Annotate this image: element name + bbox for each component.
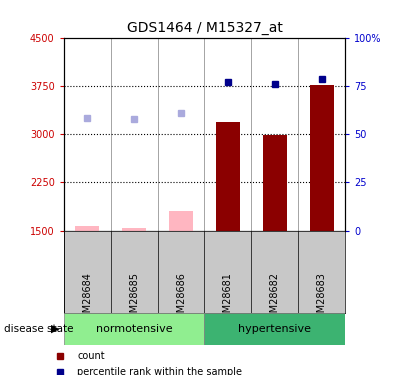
Text: percentile rank within the sample: percentile rank within the sample — [77, 367, 242, 375]
Bar — [310, 85, 333, 231]
Bar — [205, 313, 345, 345]
Text: GSM28683: GSM28683 — [317, 272, 327, 325]
Text: ▶: ▶ — [51, 324, 60, 334]
Bar — [263, 135, 286, 231]
Text: GSM28684: GSM28684 — [82, 272, 92, 325]
Text: GSM28682: GSM28682 — [270, 272, 280, 325]
Text: disease state: disease state — [4, 324, 74, 334]
Text: GSM28686: GSM28686 — [176, 272, 186, 325]
Title: GDS1464 / M15327_at: GDS1464 / M15327_at — [127, 21, 282, 35]
Bar — [122, 228, 146, 231]
Text: normotensive: normotensive — [96, 324, 172, 334]
Text: hypertensive: hypertensive — [238, 324, 312, 334]
Text: GSM28685: GSM28685 — [129, 272, 139, 325]
Text: GSM28681: GSM28681 — [223, 272, 233, 325]
Bar — [76, 226, 99, 231]
Bar — [169, 211, 193, 231]
Bar — [216, 123, 240, 231]
Bar — [64, 313, 205, 345]
Text: count: count — [77, 351, 105, 361]
